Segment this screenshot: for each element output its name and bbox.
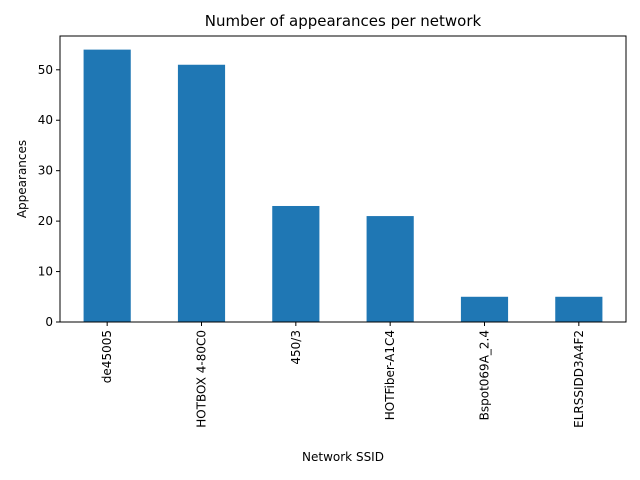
x-axis-label: Network SSID <box>302 450 384 464</box>
bar-hotbox-4-80c0 <box>177 64 226 323</box>
bar-elrssidd3a4f2 <box>555 296 603 322</box>
y-tick-label: 30 <box>38 164 53 178</box>
y-tick-label: 50 <box>38 63 53 77</box>
bar-450-3 <box>272 205 320 322</box>
x-tick-label: ELRSSIDD3A4F2 <box>572 330 586 428</box>
y-axis-label: Appearances <box>15 140 29 218</box>
x-tick-label: de45005 <box>100 330 114 383</box>
plot-frame <box>59 35 627 323</box>
x-tick-label: HOTBOX 4-80C0 <box>195 330 209 428</box>
chart-title: Number of appearances per network <box>205 12 482 30</box>
y-tick-label: 20 <box>38 214 53 228</box>
bar-bspot069a-2-4 <box>460 296 509 322</box>
x-tick-label: Bspot069A_2.4 <box>478 330 492 420</box>
y-axis-ticks: 0 10 20 30 40 50 <box>38 63 60 329</box>
x-tick-label: HOTFiber-A1C4 <box>383 330 397 420</box>
bar-hotfiber-a1c4 <box>366 216 414 322</box>
x-axis-ticks: de45005 HOTBOX 4-80C0 450/3 HOTFiber-A1C4 Bs… <box>100 322 586 428</box>
y-tick-label: 0 <box>45 315 53 329</box>
bars-group <box>83 49 603 323</box>
x-tick-label: 450/3 <box>289 330 303 365</box>
bar-de45005 <box>83 49 131 322</box>
y-tick-label: 40 <box>38 113 53 127</box>
y-tick-label: 10 <box>38 265 53 279</box>
